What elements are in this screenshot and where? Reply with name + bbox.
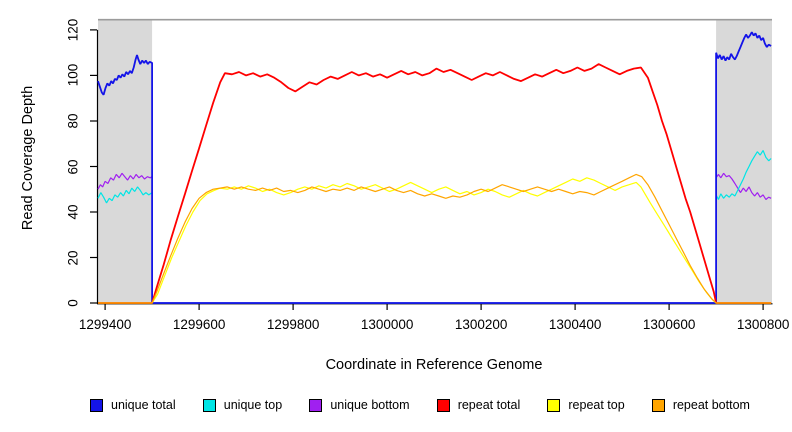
series-repeat-top [98,177,772,304]
legend-item-unique-total: unique total [90,398,176,412]
x-axis-title: Coordinate in Reference Genome [325,357,543,373]
series-unique-bottom [97,172,772,304]
series-repeat-total [98,63,772,304]
legend-item-unique-bottom: unique bottom [309,398,410,412]
legend-swatch-repeat-bottom [651,398,665,412]
masked-region-right [716,19,772,303]
legend-swatch-repeat-total [436,398,450,412]
legend-item-repeat-bottom: repeat bottom [651,398,750,412]
legend-swatch-unique-total [90,398,103,412]
legend-item-repeat-total: repeat total [436,398,521,412]
legend-label: unique bottom [330,398,410,412]
series-repeat-bottom [98,173,772,304]
y-axis-title: Read Coverage Depth [20,85,36,231]
legend-swatch-unique-top [202,398,216,412]
legend: unique total unique top unique bottom repea… [90,398,750,412]
masked-region-left [98,19,153,303]
legend-item-unique-top: unique top [202,398,283,412]
legend-swatch-unique-bottom [309,398,323,412]
series-unique-total [97,31,772,304]
legend-swatch-repeat-top [547,398,561,412]
legend-label: unique total [111,398,176,412]
legend-label: unique top [223,398,283,412]
legend-label: repeat bottom [672,398,750,412]
legend-item-repeat-top: repeat top [547,398,625,412]
legend-label: repeat total [457,398,521,412]
legend-label: repeat top [568,398,625,412]
